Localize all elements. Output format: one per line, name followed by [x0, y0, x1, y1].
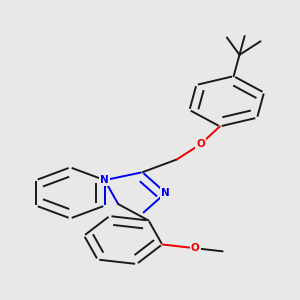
Text: O: O — [191, 243, 200, 253]
Text: O: O — [196, 139, 205, 149]
Text: N: N — [100, 175, 109, 185]
Text: N: N — [161, 188, 170, 198]
